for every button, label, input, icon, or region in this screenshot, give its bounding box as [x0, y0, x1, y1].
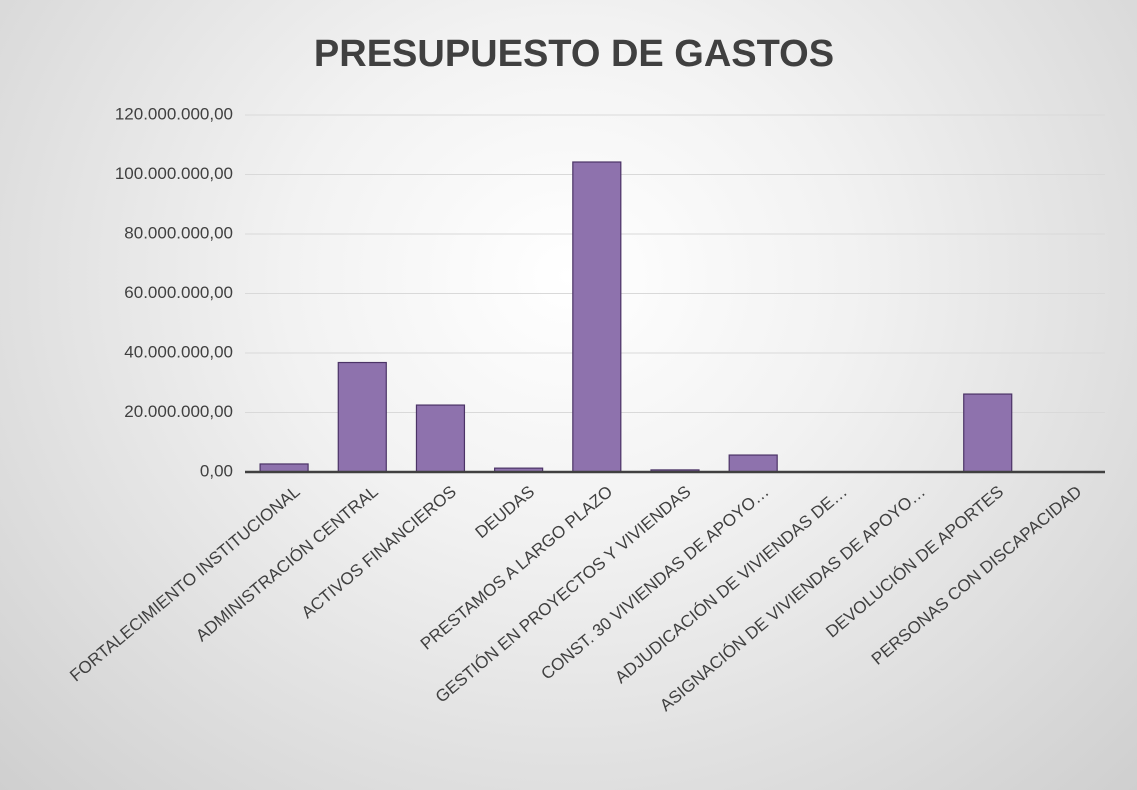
y-tick-label: 20.000.000,00: [124, 402, 233, 421]
y-tick-label: 60.000.000,00: [124, 283, 233, 302]
y-tick-label: 120.000.000,00: [115, 104, 233, 123]
x-tick-label: ASIGNACIÓN DE VIVIENDAS DE APOYO…: [656, 482, 929, 715]
x-tick-label: ACTIVOS FINANCIEROS: [298, 482, 460, 622]
y-tick-label: 100.000.000,00: [115, 164, 233, 183]
x-tick-label: DEUDAS: [472, 482, 538, 542]
chart-title: PRESUPUESTO DE GASTOS: [314, 33, 834, 75]
bar: [572, 161, 622, 473]
bar: [415, 404, 466, 473]
bar: [963, 393, 1013, 473]
y-tick-label: 40.000.000,00: [124, 342, 233, 361]
bar: [337, 361, 387, 473]
bar: [728, 454, 778, 473]
y-tick-label: 80.000.000,00: [124, 223, 233, 242]
y-tick-label: 0,00: [200, 461, 233, 480]
